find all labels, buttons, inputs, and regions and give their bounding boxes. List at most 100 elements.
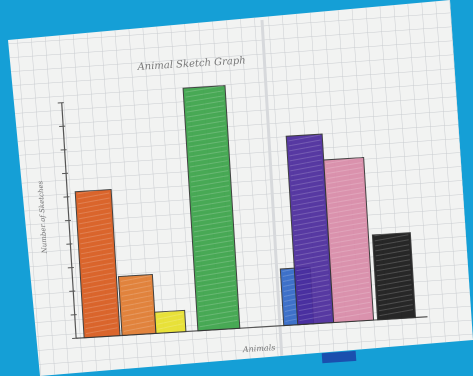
bars-group (57, 85, 417, 340)
bar-hatch (85, 322, 118, 330)
bar-hatch (335, 306, 371, 314)
bar-hatch (79, 222, 112, 230)
bar-hatch (194, 230, 232, 238)
bar-hatch (193, 215, 232, 223)
bar-hatch (123, 325, 154, 332)
bar-hatch (331, 246, 368, 255)
bar-hatch (376, 259, 411, 267)
bar-hatch (198, 299, 237, 308)
bar-hatch (330, 226, 366, 235)
bar-hatch (194, 245, 233, 253)
bar-hatch (329, 211, 366, 220)
bar-hatch (379, 309, 414, 317)
bar-hatch (332, 266, 369, 274)
bar-hatch (326, 171, 363, 180)
bar-hatch (120, 275, 151, 282)
bar-hatch (377, 274, 411, 282)
bar-hatch (79, 217, 111, 225)
bar-hatch (85, 317, 118, 325)
bar-hatch (197, 289, 236, 298)
bar-hatch (332, 261, 369, 269)
bar-hatch (157, 323, 184, 330)
bar-hatch (185, 90, 224, 98)
bar-hatch (77, 187, 110, 195)
bar-hatch (326, 161, 363, 170)
bar-hatch (298, 294, 331, 302)
bar-hatch (289, 144, 321, 152)
bar-hatch (190, 170, 229, 178)
bar-hatch (325, 157, 362, 165)
bar-hatch (376, 269, 411, 277)
bar-hatch (197, 284, 236, 293)
bar-hatch (121, 285, 152, 292)
bar-hatch (328, 206, 365, 215)
bar-hatch (332, 271, 369, 279)
bar-hatch (186, 110, 225, 118)
bar-hatch (378, 294, 413, 302)
bar-hatch (334, 291, 370, 299)
bar-hatch (378, 289, 412, 297)
bar-hatch (294, 234, 327, 242)
bar-hatch (186, 100, 224, 108)
bar-hatch (195, 260, 234, 268)
bar-hatch (328, 201, 365, 210)
bar-hatch (328, 196, 365, 205)
bar-hatch (375, 249, 410, 257)
bar-hatch (334, 296, 371, 304)
bar-hatch (122, 300, 153, 307)
bar-hatch (291, 179, 324, 187)
bar-hatch (330, 231, 367, 240)
bar-hatch (374, 229, 409, 237)
bar-hatch (290, 169, 323, 177)
bar-hatch (290, 174, 323, 182)
bar-hatch (85, 327, 118, 335)
bar-hatch (187, 125, 226, 133)
bar-hatch (193, 225, 232, 233)
bar-hatch (292, 209, 325, 217)
bar-hatch (192, 200, 231, 208)
bar-hatch (294, 229, 327, 237)
bar-hatch (122, 305, 153, 312)
bar-hatch (84, 302, 117, 310)
bar-hatch (185, 85, 224, 93)
bar-hatch (330, 236, 367, 245)
bar-hatch (123, 315, 153, 322)
bar-hatch (189, 155, 228, 163)
bar-hatch (198, 309, 237, 318)
bar-hatch (375, 254, 410, 262)
bar-hatch (293, 214, 326, 222)
bar-hatch (289, 149, 322, 157)
bar-hatch (296, 269, 329, 277)
bar-hatch (333, 281, 370, 289)
bar-hatch (185, 95, 224, 103)
bar-hatch (78, 202, 111, 210)
bar-hatch (191, 195, 230, 203)
bar-hatch (122, 310, 153, 317)
bar-hatch (198, 294, 236, 303)
bar-hatch (378, 299, 413, 307)
bar-hatch (82, 277, 115, 285)
bar-hatch (297, 284, 330, 292)
chart-bar (154, 309, 187, 334)
bar-hatch (375, 244, 410, 252)
bar-hatch (121, 295, 152, 302)
bar-hatch (157, 318, 184, 325)
bar-hatch (121, 290, 152, 297)
bar-hatch (378, 304, 413, 312)
bar-hatch (196, 274, 235, 283)
bar-hatch (191, 185, 230, 193)
chart-bar (371, 232, 417, 321)
bar-hatch (291, 189, 324, 197)
bar-hatch (298, 299, 331, 307)
x-axis-label: Animals (242, 343, 276, 354)
bar-hatch (296, 274, 329, 282)
bar-hatch (335, 311, 372, 319)
bar-hatch (187, 115, 225, 123)
bar-hatch (195, 250, 234, 258)
bar-hatch (294, 239, 327, 247)
chart-bar (323, 157, 375, 324)
bar-hatch (156, 308, 183, 315)
bar-hatch (189, 150, 228, 158)
bar-hatch (374, 239, 409, 247)
